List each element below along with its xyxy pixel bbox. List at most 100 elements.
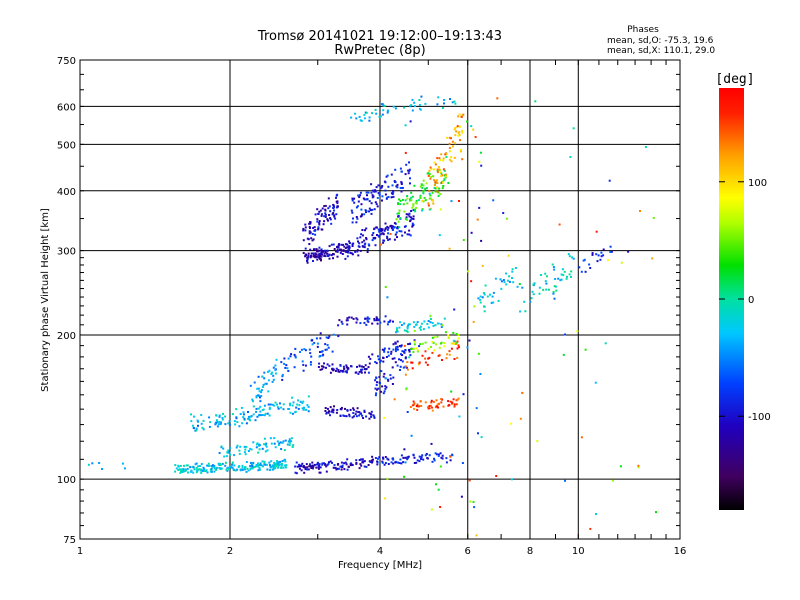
echo-point: [497, 299, 500, 302]
echo-point: [341, 466, 344, 468]
echo-point: [324, 209, 327, 212]
echo-point: [273, 463, 276, 466]
echo-point: [385, 175, 388, 178]
echo-point: [447, 182, 450, 184]
echo-point: [274, 364, 277, 367]
echo-point: [311, 465, 314, 468]
echo-point: [195, 429, 198, 432]
echo-point: [324, 410, 327, 412]
echo-point: [204, 470, 207, 472]
echo-point: [244, 466, 246, 469]
echo-point: [345, 463, 348, 466]
echo-point: [299, 465, 302, 468]
y-axis-label: Stationary phase Virtual Height [km]: [40, 208, 51, 392]
echo-point: [264, 450, 267, 453]
echo-point: [396, 345, 399, 348]
echo-point: [346, 409, 349, 412]
echo-point: [231, 413, 234, 416]
echo-point: [412, 347, 415, 350]
echo-point: [318, 220, 321, 222]
echo-point: [340, 243, 343, 246]
echo-point: [327, 411, 330, 414]
y-tick-label: 300: [57, 247, 76, 258]
x-tick-label: 4: [377, 546, 383, 557]
echo-point: [456, 347, 459, 350]
echo-point: [480, 164, 483, 167]
echo-point: [303, 348, 306, 351]
echo-point: [396, 348, 399, 351]
echo-point: [440, 326, 443, 328]
echo-point: [466, 346, 469, 349]
echo-point: [243, 445, 246, 448]
echo-point: [287, 408, 290, 410]
echo-point: [483, 293, 486, 296]
echo-point: [453, 156, 456, 159]
echo-point: [441, 107, 444, 109]
echo-point: [505, 283, 508, 286]
echo-point: [306, 237, 309, 240]
echo-point: [421, 209, 424, 212]
echo-point: [553, 297, 556, 300]
echo-point: [351, 197, 354, 200]
echo-point: [324, 249, 327, 252]
echo-point: [367, 191, 370, 194]
echo-point: [363, 243, 366, 246]
echo-point: [411, 404, 414, 407]
echo-point: [429, 318, 432, 320]
echo-point: [254, 465, 257, 468]
echo-point: [227, 422, 230, 425]
echo-point: [387, 351, 390, 354]
echo-point: [365, 191, 368, 194]
echo-point: [192, 466, 195, 469]
echo-point: [346, 246, 349, 249]
echo-point: [361, 229, 364, 231]
echo-point: [602, 248, 605, 251]
echo-point: [259, 462, 262, 465]
echo-point: [457, 337, 460, 340]
echo-point: [448, 150, 451, 153]
echo-point: [384, 387, 387, 390]
echo-point: [319, 351, 321, 353]
echo-point: [475, 534, 478, 537]
echo-point: [363, 117, 366, 120]
echo-point: [411, 206, 414, 209]
echo-point: [370, 415, 373, 418]
echo-point: [474, 136, 477, 138]
echo-point: [555, 289, 558, 292]
echo-point: [294, 410, 297, 413]
echo-point: [202, 466, 205, 469]
echo-point: [245, 445, 248, 448]
echo-point: [424, 361, 427, 364]
echo-point: [311, 233, 314, 235]
echo-point: [433, 161, 436, 164]
echo-point: [406, 411, 409, 413]
echo-point: [317, 467, 320, 470]
echo-point: [432, 168, 435, 171]
echo-point: [358, 196, 361, 199]
echo-point: [328, 364, 331, 367]
echo-point: [348, 415, 351, 418]
echo-point: [207, 465, 210, 467]
echo-point: [409, 198, 411, 201]
echo-point: [408, 348, 411, 351]
echo-point: [284, 460, 287, 463]
echo-point: [328, 253, 331, 256]
echo-point: [318, 254, 321, 257]
echo-point: [333, 405, 335, 408]
echo-point: [212, 464, 214, 467]
echo-point: [262, 383, 265, 386]
echo-point: [370, 212, 373, 215]
echo-point: [420, 405, 423, 407]
echo-point: [422, 184, 425, 187]
echo-point: [273, 461, 276, 464]
echo-point: [227, 466, 229, 469]
echo-point: [343, 245, 346, 248]
echo-point: [378, 376, 381, 378]
echo-point: [435, 405, 438, 408]
echo-point: [430, 508, 433, 511]
echo-point: [584, 348, 587, 351]
x-tick-label: 2: [227, 546, 233, 557]
echo-point: [373, 190, 376, 193]
echo-point: [190, 470, 193, 473]
echo-point: [600, 251, 603, 254]
